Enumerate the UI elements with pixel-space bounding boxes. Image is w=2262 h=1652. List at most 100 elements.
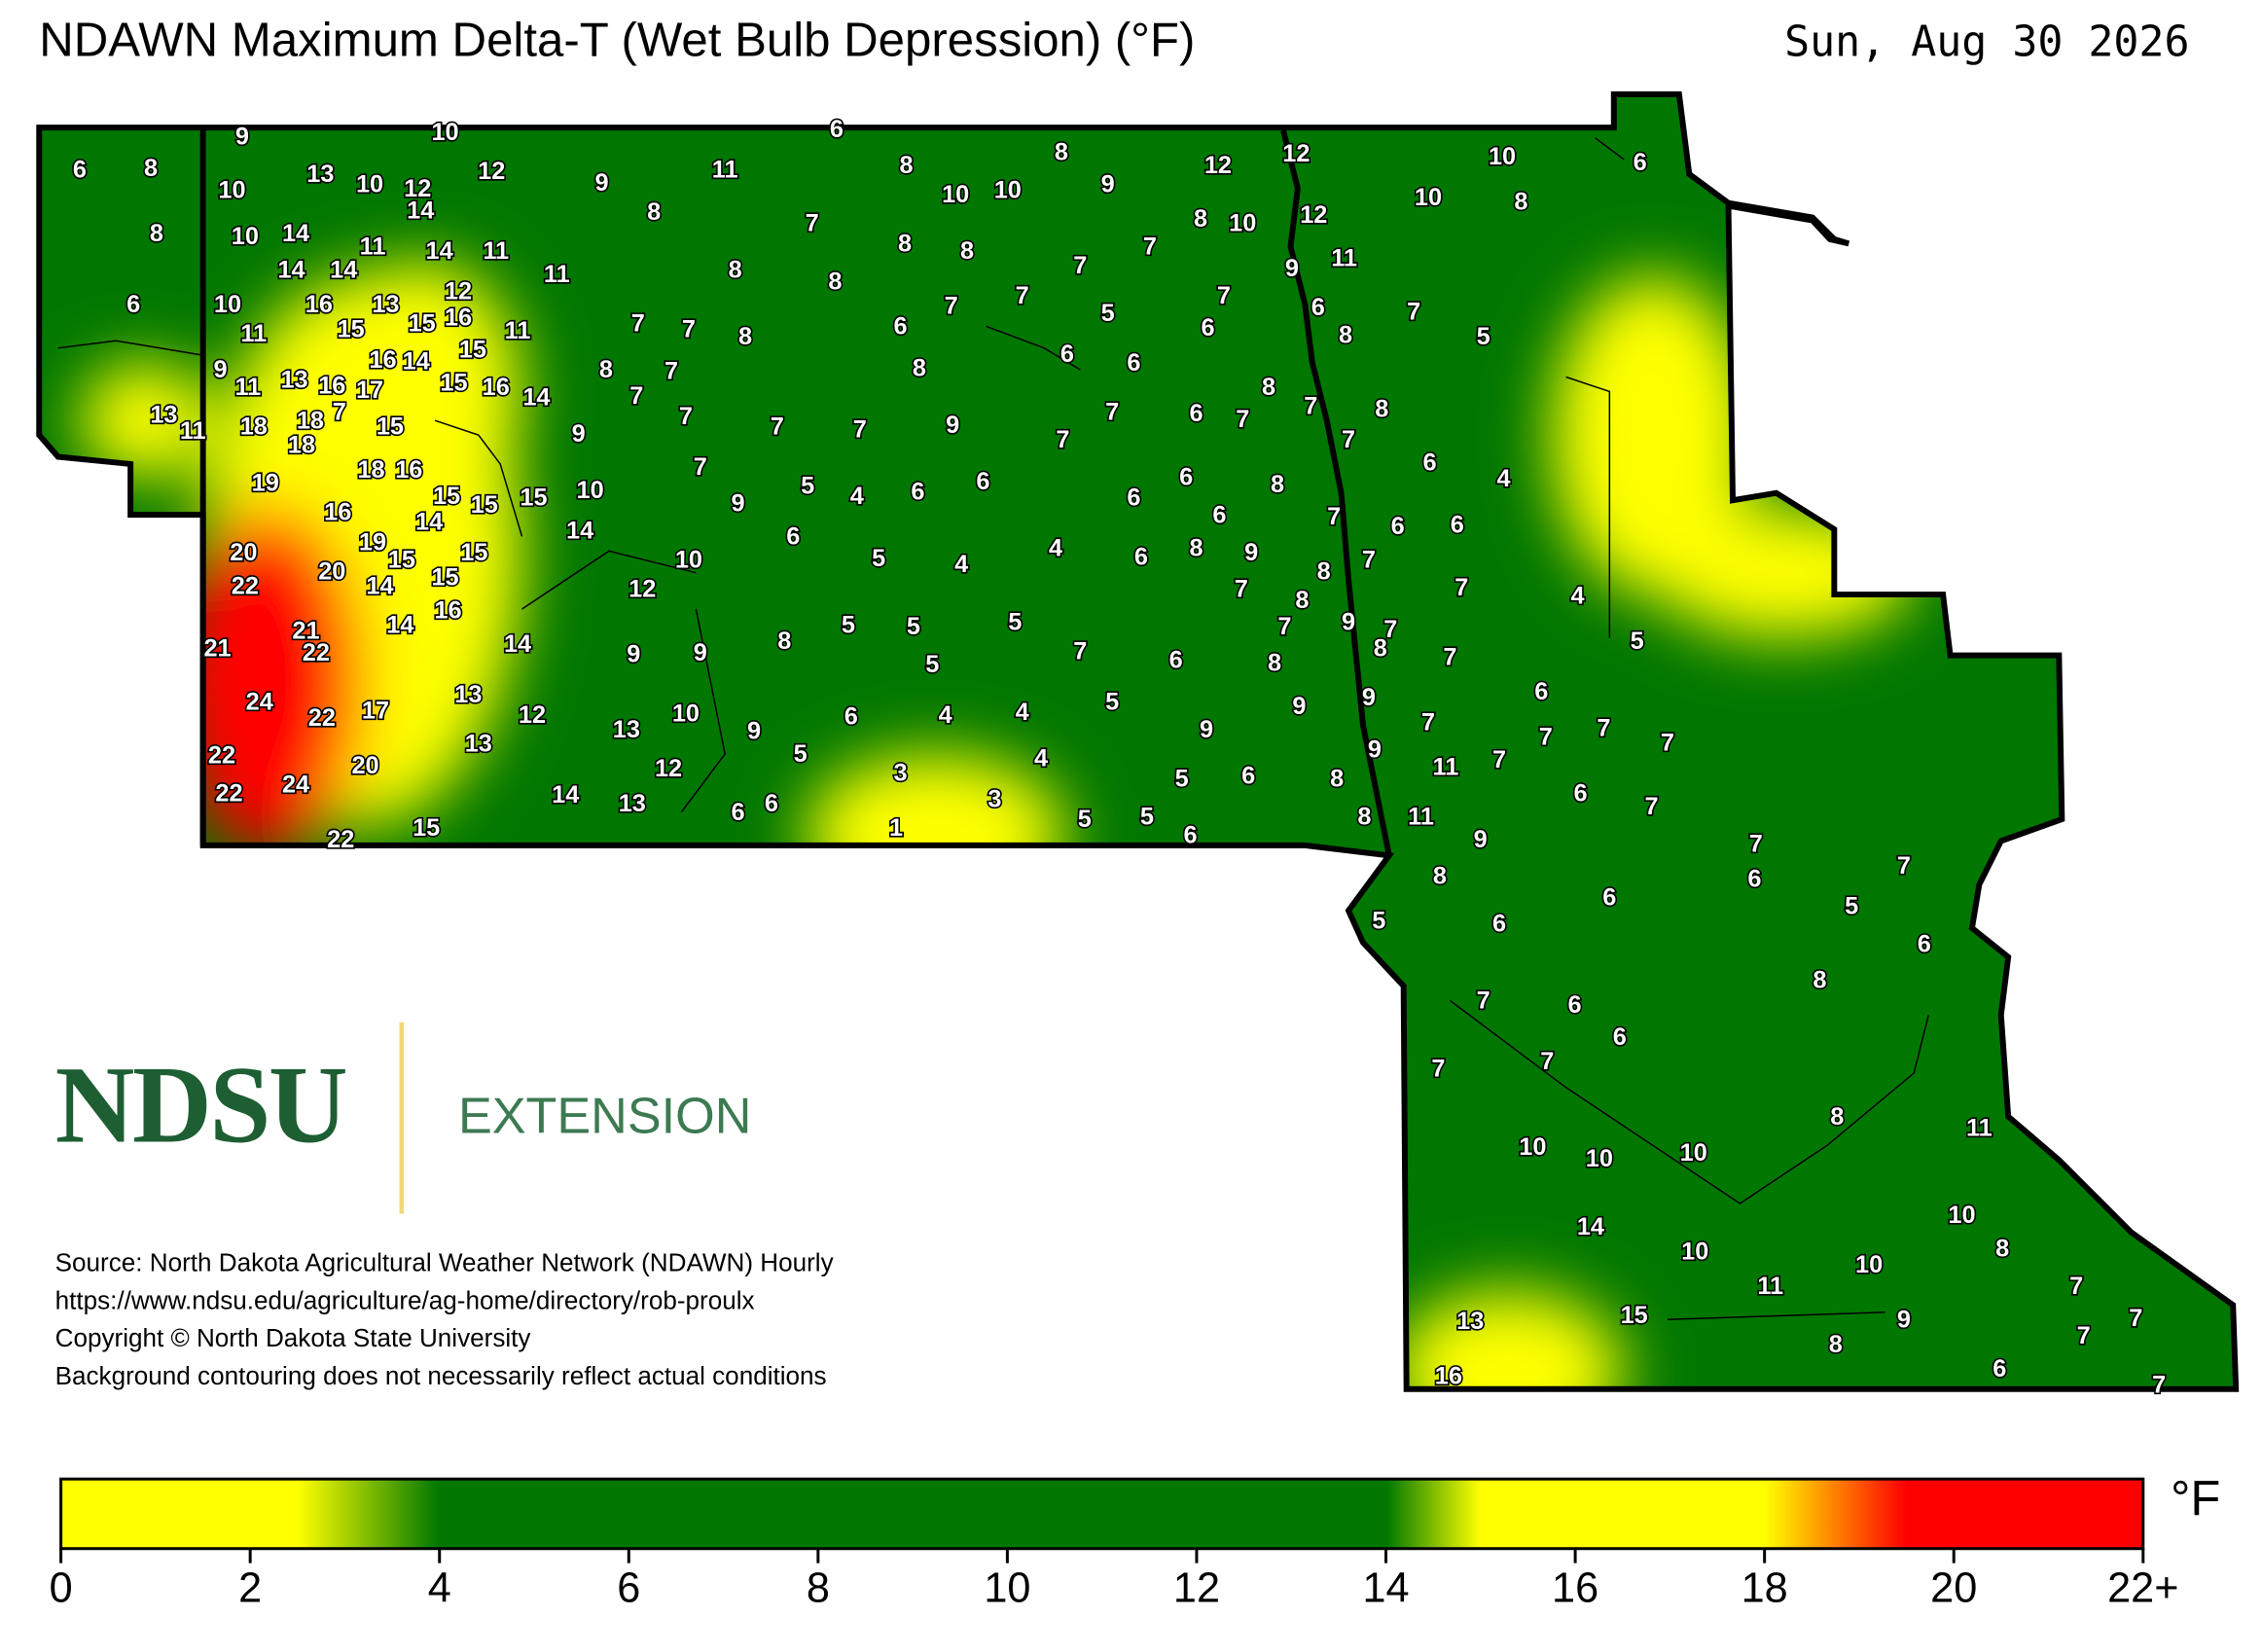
- station-value: 6: [893, 313, 907, 341]
- station-value: 6: [1451, 512, 1464, 539]
- station-value: 8: [1268, 649, 1281, 676]
- station-value: 10: [1519, 1133, 1546, 1161]
- station-value: 6: [1190, 400, 1203, 427]
- colorbar: [59, 1477, 2145, 1551]
- station-value: 18: [357, 456, 384, 484]
- station-value: 10: [218, 176, 245, 203]
- station-value: 16: [318, 373, 345, 400]
- station-value: 7: [664, 358, 678, 385]
- station-value: 6: [1169, 646, 1183, 673]
- station-value: 8: [1339, 321, 1352, 348]
- station-value: 14: [415, 509, 443, 536]
- station-value: 12: [1300, 201, 1327, 229]
- station-value: 14: [522, 384, 550, 412]
- station-value: 14: [386, 612, 413, 639]
- station-value: 6: [732, 799, 745, 826]
- station-value: 7: [1217, 282, 1231, 309]
- station-value: 14: [407, 197, 434, 224]
- station-value: 15: [388, 546, 415, 573]
- source-line: Copyright © North Dakota State Universit…: [55, 1323, 531, 1352]
- station-value: 10: [232, 223, 259, 250]
- station-value: 14: [282, 220, 309, 247]
- station-value: 6: [1391, 513, 1405, 540]
- station-value: 10: [214, 291, 241, 318]
- source-notes: Source: North Dakota Agricultural Weathe…: [55, 1248, 834, 1390]
- station-value: 9: [1368, 736, 1382, 764]
- station-value: 5: [1631, 628, 1644, 655]
- station-value: 10: [1586, 1145, 1613, 1172]
- station-value: 12: [1204, 152, 1232, 179]
- station-value: 16: [445, 305, 472, 332]
- station-value: 15: [459, 336, 486, 363]
- station-value: 7: [1749, 831, 1763, 858]
- station-value: 8: [738, 323, 752, 350]
- colorbar-ticks: 0 2 4 6 8 10 12 14 16 18 20 22+: [50, 1548, 2178, 1611]
- station-value: 9: [732, 489, 745, 517]
- station-value: 14: [566, 518, 593, 545]
- station-value: 22: [215, 779, 242, 807]
- station-value: 7: [853, 415, 867, 443]
- station-value: 10: [1415, 184, 1442, 211]
- station-value: 6: [786, 523, 800, 551]
- station-value: 9: [572, 420, 586, 448]
- station-value: 8: [1433, 862, 1447, 889]
- logo-name: NDSU: [55, 1045, 348, 1167]
- station-value: 5: [1101, 300, 1115, 327]
- station-value: 7: [2129, 1305, 2142, 1332]
- station-value: 18: [297, 407, 324, 434]
- station-value: 4: [1570, 583, 1584, 610]
- station-value: 8: [777, 628, 791, 655]
- station-value: 6: [1060, 341, 1074, 368]
- station-value: 16: [434, 597, 461, 625]
- station-value: 7: [1277, 613, 1291, 640]
- station-value: 7: [631, 310, 645, 338]
- colorbar-tick-label: 6: [617, 1564, 640, 1611]
- station-value: 7: [694, 453, 707, 481]
- station-value: 6: [1568, 991, 1582, 1019]
- source-line: https://www.ndsu.edu/agriculture/ag-home…: [55, 1285, 755, 1314]
- station-value: 11: [1966, 1115, 1993, 1142]
- station-value: 4: [1016, 699, 1029, 726]
- station-value: 5: [1008, 609, 1022, 636]
- station-value: 14: [504, 630, 531, 658]
- station-value: 5: [1845, 893, 1858, 920]
- station-value: 7: [333, 398, 346, 425]
- station-value: 15: [413, 814, 440, 842]
- source-line: Source: North Dakota Agricultural Weathe…: [55, 1248, 834, 1277]
- station-value: 6: [1573, 779, 1587, 807]
- station-value: 6: [1602, 884, 1616, 912]
- station-value: 8: [828, 268, 842, 295]
- station-value: 4: [1034, 745, 1048, 772]
- station-value: 11: [712, 157, 738, 184]
- station-value: 10: [1680, 1139, 1707, 1167]
- station-value: 16: [395, 456, 422, 484]
- station-value: 15: [520, 484, 547, 511]
- station-value: 10: [1855, 1251, 1883, 1278]
- station-value: 18: [240, 413, 268, 440]
- station-value: 7: [1597, 714, 1610, 741]
- station-value: 7: [771, 413, 784, 440]
- station-value: 6: [1534, 678, 1548, 705]
- station-value: 16: [483, 374, 510, 401]
- station-value: 5: [872, 545, 885, 572]
- colorbar-tick-label: 10: [984, 1564, 1030, 1611]
- station-value: 13: [150, 401, 177, 428]
- station-value: 8: [960, 237, 974, 265]
- station-value: 4: [850, 483, 864, 510]
- station-value: 24: [246, 689, 273, 716]
- station-value: 7: [1073, 252, 1087, 279]
- station-value: 15: [440, 370, 467, 397]
- station-value: 11: [240, 320, 267, 347]
- station-value: 10: [994, 176, 1022, 203]
- station-value: 11: [483, 237, 509, 265]
- station-value: 13: [372, 291, 399, 318]
- station-value: 8: [1262, 374, 1275, 401]
- station-value: 10: [1681, 1238, 1708, 1265]
- station-value: 14: [425, 237, 452, 265]
- station-value: 20: [351, 752, 378, 779]
- station-value: 6: [1212, 501, 1226, 528]
- station-value: 9: [213, 356, 227, 383]
- borders: [39, 94, 2236, 1389]
